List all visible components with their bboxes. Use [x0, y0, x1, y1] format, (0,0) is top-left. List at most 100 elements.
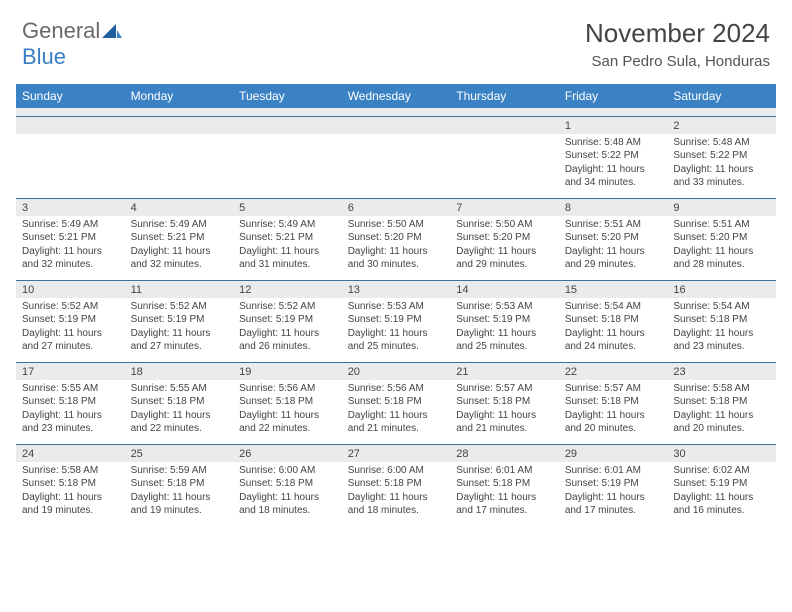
daylight-line: Daylight: 11 hours and 21 minutes. — [456, 409, 553, 436]
day-number-cell: 17 — [16, 362, 125, 380]
sunset-line: Sunset: 5:19 PM — [22, 313, 119, 327]
day-data-cell: Sunrise: 5:52 AMSunset: 5:19 PMDaylight:… — [16, 298, 125, 363]
day-number-cell: 6 — [342, 198, 451, 216]
day-number-cell: 8 — [559, 198, 668, 216]
sunset-line: Sunset: 5:18 PM — [239, 395, 336, 409]
sunrise-line: Sunrise: 5:54 AM — [565, 300, 662, 314]
sunset-line: Sunset: 5:19 PM — [673, 477, 770, 491]
sunset-line: Sunset: 5:18 PM — [456, 395, 553, 409]
day-data-cell: Sunrise: 5:48 AMSunset: 5:22 PMDaylight:… — [667, 134, 776, 199]
day-number-row: 10111213141516 — [16, 280, 776, 298]
day-header: Monday — [125, 84, 234, 108]
sunrise-line: Sunrise: 5:55 AM — [22, 382, 119, 396]
day-data-cell: Sunrise: 5:56 AMSunset: 5:18 PMDaylight:… — [233, 380, 342, 445]
day-data-cell: Sunrise: 5:50 AMSunset: 5:20 PMDaylight:… — [342, 216, 451, 281]
day-data-cell: Sunrise: 5:52 AMSunset: 5:19 PMDaylight:… — [125, 298, 234, 363]
header: General November 2024 San Pedro Sula, Ho… — [0, 0, 792, 78]
sunset-line: Sunset: 5:22 PM — [565, 149, 662, 163]
sunrise-line: Sunrise: 5:55 AM — [131, 382, 228, 396]
daylight-line: Daylight: 11 hours and 29 minutes. — [456, 245, 553, 272]
sunrise-line: Sunrise: 5:54 AM — [673, 300, 770, 314]
day-data-row: Sunrise: 5:55 AMSunset: 5:18 PMDaylight:… — [16, 380, 776, 445]
day-header: Tuesday — [233, 84, 342, 108]
day-header-row: SundayMondayTuesdayWednesdayThursdayFrid… — [16, 84, 776, 108]
day-data-cell: Sunrise: 6:01 AMSunset: 5:19 PMDaylight:… — [559, 462, 668, 526]
day-number-cell: 11 — [125, 280, 234, 298]
sunrise-line: Sunrise: 6:00 AM — [348, 464, 445, 478]
sunrise-line: Sunrise: 5:58 AM — [673, 382, 770, 396]
sunset-line: Sunset: 5:19 PM — [239, 313, 336, 327]
daylight-line: Daylight: 11 hours and 22 minutes. — [131, 409, 228, 436]
sunrise-line: Sunrise: 5:57 AM — [456, 382, 553, 396]
day-number-row: 24252627282930 — [16, 444, 776, 462]
day-data-row: Sunrise: 5:48 AMSunset: 5:22 PMDaylight:… — [16, 134, 776, 199]
day-header: Saturday — [667, 84, 776, 108]
day-data-cell: Sunrise: 5:53 AMSunset: 5:19 PMDaylight:… — [342, 298, 451, 363]
day-number-row: 3456789 — [16, 198, 776, 216]
day-data-cell: Sunrise: 5:57 AMSunset: 5:18 PMDaylight:… — [559, 380, 668, 445]
sunrise-line: Sunrise: 5:48 AM — [565, 136, 662, 150]
sunset-line: Sunset: 5:21 PM — [131, 231, 228, 245]
day-data-cell: Sunrise: 5:48 AMSunset: 5:22 PMDaylight:… — [559, 134, 668, 199]
day-data-cell: Sunrise: 5:51 AMSunset: 5:20 PMDaylight:… — [667, 216, 776, 281]
day-number-cell: 14 — [450, 280, 559, 298]
day-number-cell — [342, 116, 451, 134]
sunset-line: Sunset: 5:18 PM — [348, 477, 445, 491]
daylight-line: Daylight: 11 hours and 33 minutes. — [673, 163, 770, 190]
day-number-cell: 30 — [667, 444, 776, 462]
day-number-row: 17181920212223 — [16, 362, 776, 380]
day-data-cell: Sunrise: 5:49 AMSunset: 5:21 PMDaylight:… — [125, 216, 234, 281]
sunset-line: Sunset: 5:21 PM — [239, 231, 336, 245]
sunset-line: Sunset: 5:20 PM — [673, 231, 770, 245]
sunrise-line: Sunrise: 5:52 AM — [22, 300, 119, 314]
logo-text-blue: Blue — [22, 44, 66, 70]
daylight-line: Daylight: 11 hours and 20 minutes. — [673, 409, 770, 436]
sunset-line: Sunset: 5:19 PM — [131, 313, 228, 327]
day-number-cell: 20 — [342, 362, 451, 380]
day-data-cell: Sunrise: 5:49 AMSunset: 5:21 PMDaylight:… — [233, 216, 342, 281]
day-data-cell: Sunrise: 6:00 AMSunset: 5:18 PMDaylight:… — [342, 462, 451, 526]
daylight-line: Daylight: 11 hours and 32 minutes. — [22, 245, 119, 272]
sunrise-line: Sunrise: 5:52 AM — [131, 300, 228, 314]
daylight-line: Daylight: 11 hours and 16 minutes. — [673, 491, 770, 518]
day-data-cell — [233, 134, 342, 199]
day-number-cell: 5 — [233, 198, 342, 216]
day-data-cell: Sunrise: 5:52 AMSunset: 5:19 PMDaylight:… — [233, 298, 342, 363]
day-number-cell: 27 — [342, 444, 451, 462]
sunrise-line: Sunrise: 5:56 AM — [348, 382, 445, 396]
sunset-line: Sunset: 5:18 PM — [565, 395, 662, 409]
daylight-line: Daylight: 11 hours and 26 minutes. — [239, 327, 336, 354]
sunset-line: Sunset: 5:19 PM — [456, 313, 553, 327]
sunrise-line: Sunrise: 6:02 AM — [673, 464, 770, 478]
sunrise-line: Sunrise: 5:59 AM — [131, 464, 228, 478]
daylight-line: Daylight: 11 hours and 25 minutes. — [456, 327, 553, 354]
sunset-line: Sunset: 5:20 PM — [565, 231, 662, 245]
spacer-row — [16, 108, 776, 116]
daylight-line: Daylight: 11 hours and 28 minutes. — [673, 245, 770, 272]
daylight-line: Daylight: 11 hours and 18 minutes. — [239, 491, 336, 518]
daylight-line: Daylight: 11 hours and 24 minutes. — [565, 327, 662, 354]
day-data-cell: Sunrise: 6:02 AMSunset: 5:19 PMDaylight:… — [667, 462, 776, 526]
sunset-line: Sunset: 5:19 PM — [348, 313, 445, 327]
daylight-line: Daylight: 11 hours and 18 minutes. — [348, 491, 445, 518]
day-data-cell: Sunrise: 5:49 AMSunset: 5:21 PMDaylight:… — [16, 216, 125, 281]
sunset-line: Sunset: 5:18 PM — [456, 477, 553, 491]
logo-text-general: General — [22, 18, 100, 44]
day-data-cell: Sunrise: 5:54 AMSunset: 5:18 PMDaylight:… — [559, 298, 668, 363]
location-label: San Pedro Sula, Honduras — [585, 53, 770, 70]
day-number-cell: 13 — [342, 280, 451, 298]
day-number-cell: 24 — [16, 444, 125, 462]
day-header: Wednesday — [342, 84, 451, 108]
sunrise-line: Sunrise: 5:52 AM — [239, 300, 336, 314]
day-number-cell: 22 — [559, 362, 668, 380]
sunset-line: Sunset: 5:18 PM — [673, 313, 770, 327]
daylight-line: Daylight: 11 hours and 34 minutes. — [565, 163, 662, 190]
day-header: Friday — [559, 84, 668, 108]
day-number-cell: 26 — [233, 444, 342, 462]
day-number-cell: 29 — [559, 444, 668, 462]
day-data-cell: Sunrise: 5:56 AMSunset: 5:18 PMDaylight:… — [342, 380, 451, 445]
day-number-cell: 3 — [16, 198, 125, 216]
day-number-cell: 1 — [559, 116, 668, 134]
sunset-line: Sunset: 5:18 PM — [131, 395, 228, 409]
sunset-line: Sunset: 5:20 PM — [456, 231, 553, 245]
